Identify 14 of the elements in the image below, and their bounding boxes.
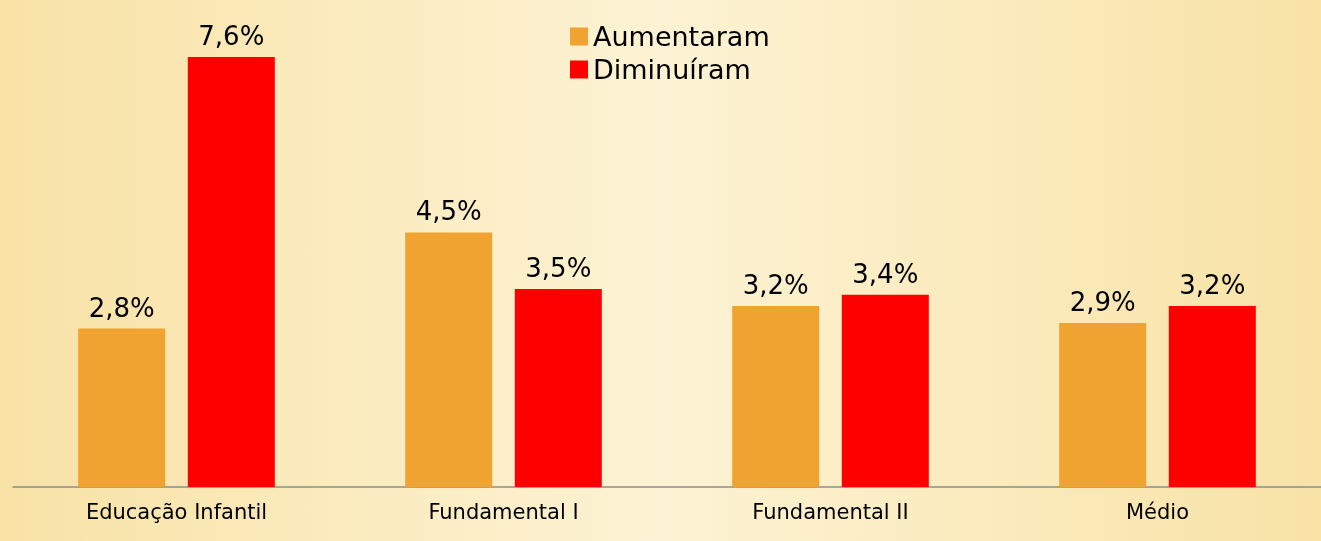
legend-label: Diminuíram [593,54,751,85]
data-label: 2,9% [1069,286,1136,317]
data-label: 3,2% [742,269,809,300]
x-tick-label: Fundamental I [428,499,579,524]
data-label: 3,5% [525,252,592,283]
data-label: 3,2% [1179,269,1246,300]
data-label: 2,8% [88,292,155,323]
data-label: 3,4% [852,258,919,289]
x-tick-label: Médio [1125,499,1190,524]
x-tick-label: Educação Infantil [85,499,268,524]
data-label: 4,5% [415,196,482,227]
legend-label: Aumentaram [593,21,770,52]
data-label: 7,6% [198,21,265,51]
x-tick-label: Fundamental II [752,499,909,524]
